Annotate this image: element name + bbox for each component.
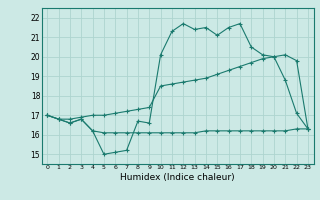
X-axis label: Humidex (Indice chaleur): Humidex (Indice chaleur) (120, 173, 235, 182)
